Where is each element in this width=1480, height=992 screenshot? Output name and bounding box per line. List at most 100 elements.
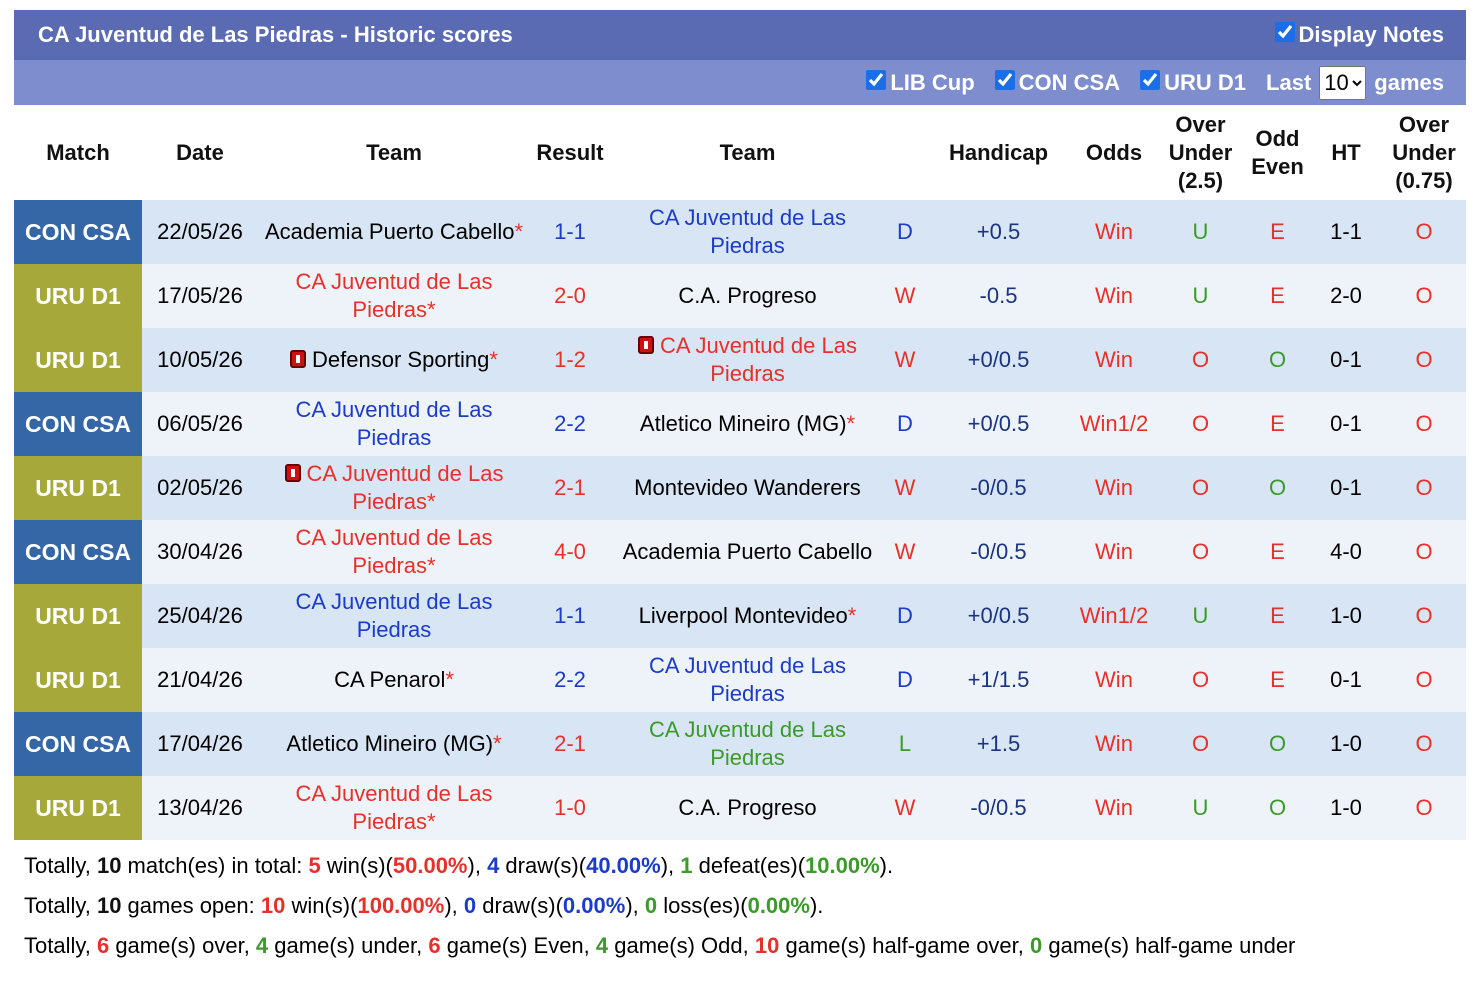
date: 25/04/26 xyxy=(142,584,258,648)
date: 17/04/26 xyxy=(142,712,258,776)
date: 02/05/26 xyxy=(142,456,258,520)
half-time: 0-1 xyxy=(1310,648,1382,712)
checkbox[interactable] xyxy=(994,69,1015,90)
result: W xyxy=(885,264,925,328)
team: CA Juventud de Las Piedras xyxy=(610,328,885,392)
scores-panel: CA Juventud de Las Piedras - Historic sc… xyxy=(14,10,1466,970)
competition: URU D1 xyxy=(14,328,142,392)
handicap: +0.5 xyxy=(925,200,1072,264)
summary-text: 4 xyxy=(595,933,609,958)
summary-text: defeat(es)( xyxy=(692,853,806,878)
odd-even: O xyxy=(1245,328,1310,392)
column-header: Date xyxy=(142,105,258,200)
date: 06/05/26 xyxy=(142,392,258,456)
star: * xyxy=(427,553,436,578)
score: 1-0 xyxy=(530,776,610,840)
summary-text: game(s) over, xyxy=(109,933,256,958)
half-time: 2-0 xyxy=(1310,264,1382,328)
summary-text: 0.00% xyxy=(562,893,626,918)
over-under-half: O xyxy=(1382,584,1466,648)
last-select[interactable]: 10 xyxy=(1319,65,1367,100)
over-under: O xyxy=(1156,712,1245,776)
half-time: 1-0 xyxy=(1310,712,1382,776)
display-notes[interactable]: Display Notes xyxy=(1261,22,1444,48)
checkbox[interactable] xyxy=(1140,69,1161,90)
competition: CON CSA xyxy=(14,392,142,456)
column-header: Odds xyxy=(1072,105,1156,200)
checkbox[interactable] xyxy=(1274,22,1295,42)
summary-text: ). xyxy=(879,853,894,878)
over-under: O xyxy=(1156,328,1245,392)
team: CA Juventud de Las Piedras* xyxy=(258,776,530,840)
over-under: O xyxy=(1156,648,1245,712)
odds: Win xyxy=(1072,776,1156,840)
score: 1-1 xyxy=(530,200,610,264)
half-time: 1-0 xyxy=(1310,776,1382,840)
filter[interactable]: CON CSA xyxy=(981,69,1120,96)
summary-text: draw(s)( xyxy=(476,893,563,918)
odd-even: E xyxy=(1245,200,1310,264)
summary-text: 10 xyxy=(260,893,286,918)
team-name: CA Juventud de Las Piedras xyxy=(295,589,493,642)
title: CA Juventud de Las Piedras - Historic sc… xyxy=(38,22,513,47)
team: CA Juventud de Las Piedras xyxy=(258,584,530,648)
team-name: Atletico Mineiro (MG) xyxy=(286,731,494,756)
competition: URU D1 xyxy=(14,584,142,648)
over-under-half: O xyxy=(1382,712,1466,776)
handicap: -0/0.5 xyxy=(925,776,1072,840)
title-bar: CA Juventud de Las Piedras - Historic sc… xyxy=(14,10,1466,60)
match-row: URU D1 25/04/26 CA Juventud de Las Piedras… xyxy=(14,584,1466,648)
team-name: Defensor Sporting xyxy=(312,347,490,372)
star: * xyxy=(489,347,498,372)
summary-text: game(s) half-game under xyxy=(1042,933,1296,958)
red-card-icon xyxy=(638,336,655,354)
filter-label: LIB Cup xyxy=(890,69,975,95)
summary-text: ). xyxy=(809,893,824,918)
team-name: CA Juventud de Las Piedras xyxy=(295,525,493,578)
date: 21/04/26 xyxy=(142,648,258,712)
filter[interactable]: LIB Cup xyxy=(852,69,975,96)
summary-text: win(s)( xyxy=(285,893,358,918)
summary-text: game(s) Even, xyxy=(440,933,596,958)
team-name: C.A. Progreso xyxy=(678,283,817,308)
over-under-half: O xyxy=(1382,392,1466,456)
checkbox[interactable] xyxy=(866,69,887,90)
result: L xyxy=(885,712,925,776)
summary-text: 1 xyxy=(680,853,693,878)
score: 2-0 xyxy=(530,264,610,328)
odds: Win1/2 xyxy=(1072,392,1156,456)
star: * xyxy=(847,603,857,628)
summary-text: 10 xyxy=(754,933,780,958)
result: D xyxy=(885,392,925,456)
column-header: Match xyxy=(14,105,142,200)
over-under: U xyxy=(1156,200,1245,264)
score: 1-2 xyxy=(530,328,610,392)
team: Academia Puerto Cabello xyxy=(610,520,885,584)
half-time: 4-0 xyxy=(1310,520,1382,584)
team: Academia Puerto Cabello* xyxy=(258,200,530,264)
filter[interactable]: URU D1 xyxy=(1126,69,1246,96)
team-name: CA Juventud de Las Piedras xyxy=(649,653,846,706)
over-under: O xyxy=(1156,392,1245,456)
date: 13/04/26 xyxy=(142,776,258,840)
summary-text: ), xyxy=(660,853,681,878)
result: W xyxy=(885,456,925,520)
team-name: CA Juventud de Las Piedras xyxy=(295,269,493,322)
over-under-half: O xyxy=(1382,648,1466,712)
half-time: 0-1 xyxy=(1310,392,1382,456)
star: * xyxy=(514,219,524,244)
team-name: CA Penarol xyxy=(334,667,446,692)
star: * xyxy=(493,731,502,756)
odd-even: O xyxy=(1245,456,1310,520)
summary-text: 10 xyxy=(96,853,122,878)
column-header: Result xyxy=(530,105,610,200)
odds: Win xyxy=(1072,648,1156,712)
competition: URU D1 xyxy=(14,264,142,328)
match-row: CON CSA 22/05/26 Academia Puerto Cabello* 1… xyxy=(14,200,1466,264)
team-name: CA Juventud de Las Piedras xyxy=(649,717,846,770)
team: CA Juventud de Las Piedras xyxy=(610,200,885,264)
handicap: +1.5 xyxy=(925,712,1072,776)
odds: Win xyxy=(1072,264,1156,328)
summary-text: games open: xyxy=(121,893,261,918)
half-time: 1-0 xyxy=(1310,584,1382,648)
